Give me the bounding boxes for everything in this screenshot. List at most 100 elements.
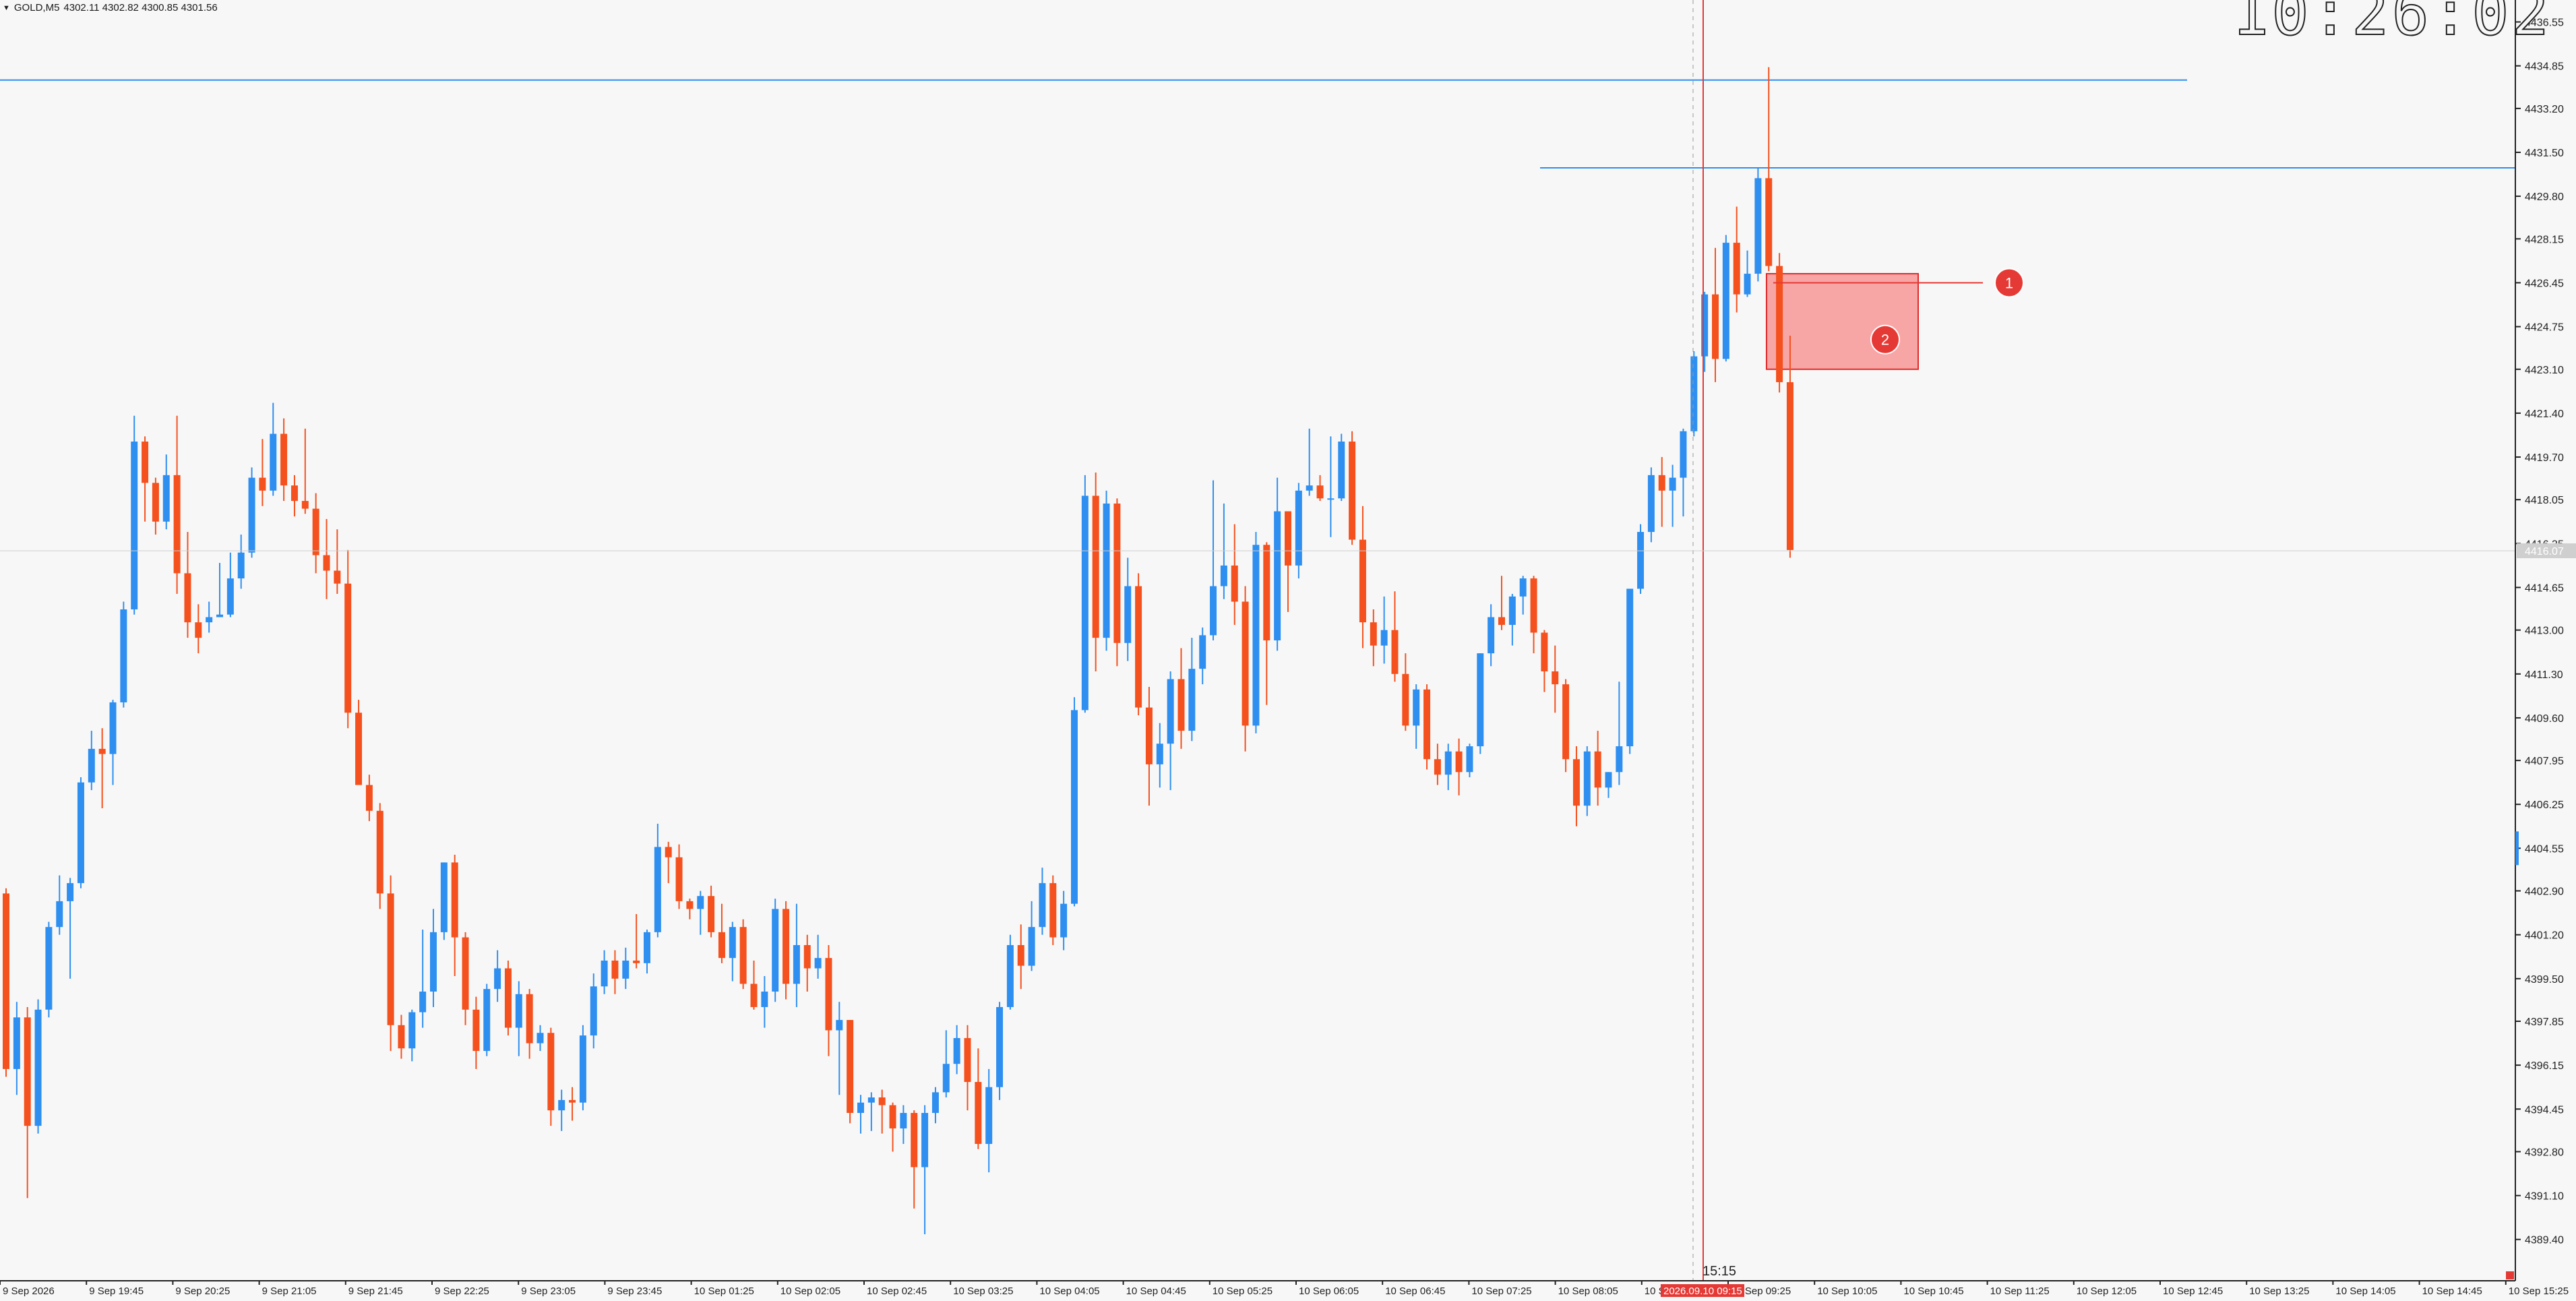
candle-body — [152, 483, 159, 522]
candle-body — [889, 1105, 896, 1128]
candle-body — [1616, 746, 1623, 773]
time-tick-label: 9 Sep 21:45 — [348, 1285, 403, 1297]
candle-body — [622, 961, 630, 979]
symbol-info-bar: ▼ GOLD,M5 4302.11 4302.82 4300.85 4301.5… — [3, 2, 218, 13]
price-tick-label: 4401.20 — [2525, 930, 2564, 942]
time-tick-label: 10 Sep 04:45 — [1126, 1285, 1186, 1297]
candle-body — [1135, 586, 1142, 708]
candle-body — [419, 991, 427, 1012]
time-tick-label: 10 Sep 14:05 — [2335, 1285, 2395, 1297]
candle-body — [1488, 617, 1495, 654]
candle-body — [1594, 751, 1601, 788]
candle-body — [1712, 294, 1719, 359]
cursor-time-short: 15:15 — [1703, 1264, 1736, 1279]
time-tick-label: 9 Sep 19:45 — [89, 1285, 144, 1297]
time-tick-label: 10 Sep 08:05 — [1558, 1285, 1618, 1297]
marker-2-badge — [1870, 324, 1900, 355]
candle-body — [1081, 495, 1088, 710]
candle-body — [836, 1020, 843, 1031]
candle-body — [472, 1009, 480, 1052]
candle-body — [1263, 545, 1270, 640]
candle-body — [1103, 503, 1110, 638]
candle-body — [45, 927, 53, 1010]
candle-body — [462, 937, 469, 1010]
candle-body — [1423, 689, 1431, 760]
price-tick-label: 4397.85 — [2525, 1017, 2564, 1028]
candle-body — [847, 1020, 854, 1114]
candle-body — [173, 475, 181, 574]
candle-body — [644, 932, 650, 963]
candle-body — [1241, 601, 1249, 726]
candles — [3, 67, 1793, 1235]
candle-body — [206, 617, 213, 623]
collapse-triangle-icon[interactable]: ▼ — [3, 3, 10, 12]
candle-body — [398, 1025, 405, 1049]
candle-body — [996, 1006, 1004, 1087]
candle-body — [1039, 883, 1046, 928]
candle-body — [633, 961, 640, 963]
candle-body — [1744, 274, 1751, 295]
time-tick-label: 10 Sep 07:25 — [1471, 1285, 1531, 1297]
candle-body — [1786, 382, 1793, 550]
candle-body — [365, 785, 373, 811]
candle-body — [1658, 475, 1665, 491]
time-tick-label: 10 Sep 01:25 — [694, 1285, 754, 1297]
price-tick-label: 4436.55 — [2525, 18, 2564, 29]
price-tick-label: 4392.80 — [2525, 1147, 2564, 1158]
candle-body — [1754, 178, 1762, 274]
candle-body — [344, 583, 352, 713]
candle-body — [1455, 751, 1463, 773]
candle-body — [1017, 945, 1024, 966]
time-tick-label: 10 Sep 04:05 — [1039, 1285, 1099, 1297]
candle-body — [1338, 442, 1345, 499]
candle-body — [900, 1113, 907, 1128]
candle-body — [1434, 759, 1441, 775]
candle-body — [1316, 485, 1324, 499]
candle-body — [579, 1035, 586, 1103]
candle-body — [1541, 632, 1548, 671]
price-tick-label: 4434.85 — [2525, 61, 2564, 73]
candle-body — [226, 578, 234, 615]
candle-body — [953, 1037, 960, 1064]
candle-body — [803, 945, 811, 969]
candle-body — [611, 961, 619, 979]
candle-body — [1071, 710, 1078, 904]
candle-body — [547, 1033, 555, 1111]
price-tick-label: 4404.55 — [2525, 843, 2564, 855]
candle-body — [878, 1097, 886, 1106]
candle-body — [1391, 630, 1399, 674]
candle-body — [911, 1113, 918, 1168]
time-tick-label: 10 Sep 06:05 — [1299, 1285, 1359, 1297]
candle-body — [1285, 511, 1291, 566]
candle-body — [1722, 243, 1729, 359]
candle-body — [1530, 578, 1537, 633]
candle-body — [1402, 673, 1409, 726]
candle-body — [1188, 669, 1196, 731]
candle-body — [216, 614, 223, 617]
candle-body — [120, 609, 127, 702]
candle-body — [964, 1037, 971, 1083]
candle-body — [270, 433, 277, 491]
candle-body — [1199, 635, 1206, 669]
candle-body — [793, 945, 800, 984]
price-tick-label: 4414.65 — [2525, 582, 2564, 594]
candle-body — [1156, 744, 1163, 764]
candle-body — [1028, 927, 1035, 966]
markers: 12 — [1773, 268, 2024, 355]
candle-body — [1519, 578, 1527, 597]
candle-body — [248, 477, 255, 553]
candle-body — [1690, 356, 1698, 431]
candle-body — [536, 1033, 544, 1043]
price-tick-label: 4424.75 — [2525, 322, 2564, 334]
candle-body — [718, 932, 725, 959]
candle-body — [237, 552, 245, 579]
candle-body — [515, 994, 522, 1028]
time-tick-label: 10 Sep 15:25 — [2509, 1285, 2569, 1297]
candle-body — [1177, 679, 1185, 731]
candle-body — [142, 442, 149, 483]
candle-body — [56, 901, 63, 928]
candle-body — [334, 570, 341, 584]
